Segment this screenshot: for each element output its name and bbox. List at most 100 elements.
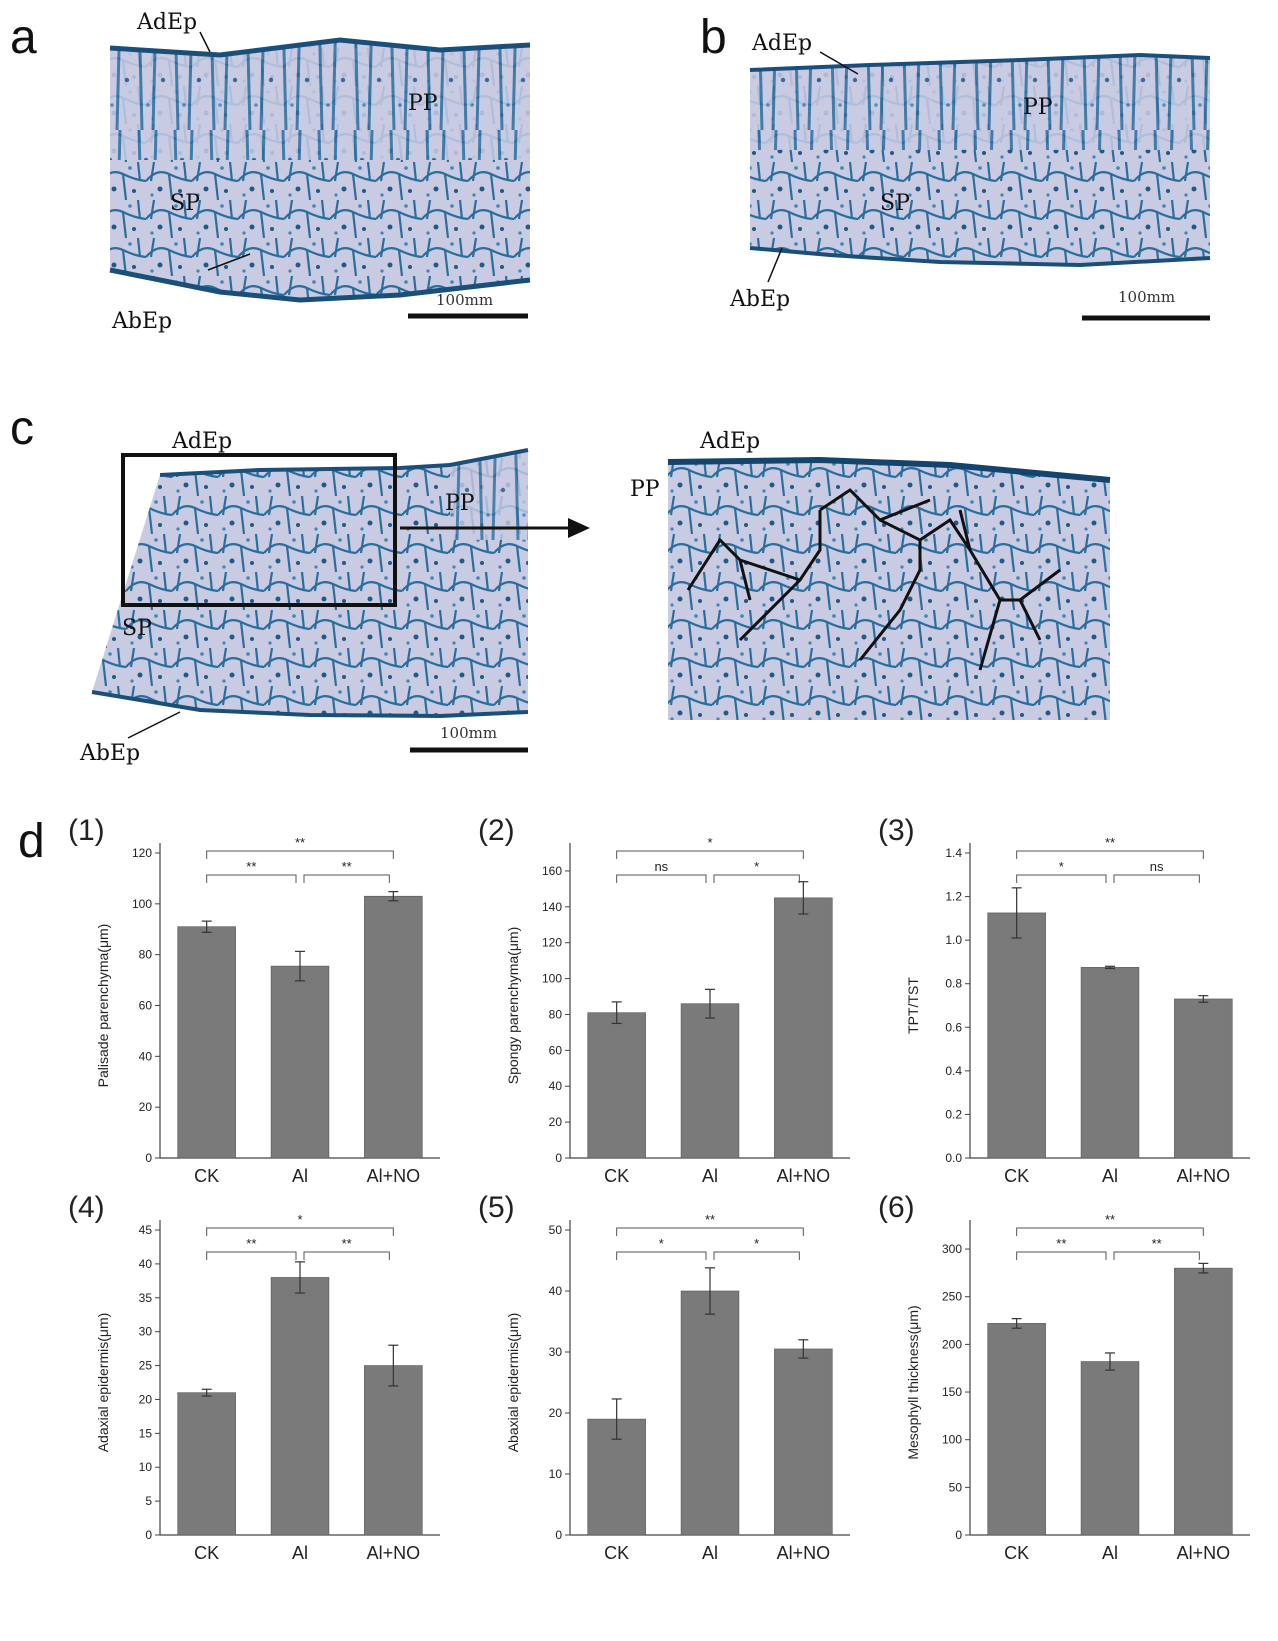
significance-bracket: ** xyxy=(1016,1212,1204,1236)
significance-label: ** xyxy=(246,1236,256,1251)
scale-text-c: 100mm xyxy=(440,724,497,742)
y-tick-label: 10 xyxy=(139,1460,153,1474)
significance-bracket: * xyxy=(713,1236,800,1260)
panel-letter-b: b xyxy=(700,11,727,64)
y-tick-label: 20 xyxy=(139,1100,153,1114)
bar-al-no xyxy=(364,895,423,1159)
y-tick-label: 0.8 xyxy=(945,977,962,991)
category-label: Al+NO xyxy=(1177,1543,1231,1563)
significance-label: ** xyxy=(1105,835,1115,850)
label-adep-b: AdEp xyxy=(751,31,812,56)
bar-ck xyxy=(987,1323,1046,1536)
label-adep-c-zoom: AdEp xyxy=(699,429,760,454)
y-tick-label: 20 xyxy=(549,1406,563,1420)
significance-bracket: ** xyxy=(303,859,390,883)
label-pp-b: PP xyxy=(1023,95,1053,120)
category-label: CK xyxy=(604,1166,629,1186)
category-label: CK xyxy=(194,1543,219,1563)
y-tick-label: 1.4 xyxy=(945,846,962,860)
bar-al xyxy=(270,1277,330,1536)
label-abep-b: AbEp xyxy=(729,287,790,312)
category-label: Al xyxy=(702,1543,718,1563)
bar-ck xyxy=(177,926,236,1159)
chart-index-label: (2) xyxy=(478,814,515,847)
micrograph-c-zoom: AdEp PP xyxy=(630,429,1111,720)
bar-chart-6: (6) 0 50 100 150 200 250 300 Mesophyll thickness… xyxy=(878,1191,1250,1563)
y-tick-label: 40 xyxy=(549,1079,563,1093)
chart-index-label: (3) xyxy=(878,814,915,847)
y-tick-label: 300 xyxy=(942,1242,962,1256)
micrograph-c: AdEp PP SP AbEp 100mm xyxy=(79,429,529,766)
micrograph-b: AdEp PP SP AbEp 100mm xyxy=(729,31,1211,321)
y-tick-label: 0.6 xyxy=(945,1020,962,1034)
significance-label: ** xyxy=(342,859,352,874)
micrograph-a: AdEp PP SP AbEp 100mm xyxy=(109,10,531,334)
significance-bracket: ns xyxy=(616,859,707,883)
category-label: CK xyxy=(194,1166,219,1186)
y-tick-label: 20 xyxy=(549,1115,563,1129)
y-tick-label: 15 xyxy=(139,1426,153,1440)
significance-bracket: * xyxy=(616,1236,707,1260)
bar-al-no xyxy=(1174,998,1233,1159)
significance-label: * xyxy=(754,1236,759,1251)
y-tick-label: 30 xyxy=(549,1345,563,1359)
significance-label: * xyxy=(659,1236,664,1251)
significance-label: ns xyxy=(1150,859,1164,874)
bar-al-no xyxy=(1174,1267,1233,1536)
significance-bracket: ** xyxy=(1016,1236,1107,1260)
significance-label: * xyxy=(707,835,712,850)
y-tick-label: 40 xyxy=(139,1257,153,1271)
panel-letter-a: a xyxy=(10,11,37,64)
significance-bracket: ** xyxy=(1113,1236,1200,1260)
zoom-region-box xyxy=(121,453,397,607)
label-pp-c: PP xyxy=(445,491,475,516)
significance-label: ** xyxy=(1056,1236,1066,1251)
bar-al-no xyxy=(774,897,833,1159)
significance-bracket: ** xyxy=(206,859,297,883)
category-label: Al+NO xyxy=(367,1543,421,1563)
significance-label: ** xyxy=(1152,1236,1162,1251)
y-tick-label: 80 xyxy=(139,948,153,962)
y-tick-label: 0.2 xyxy=(945,1107,962,1121)
category-label: Al xyxy=(702,1166,718,1186)
bar-chart-1: (1) 0 20 40 60 80 100 120 Palisade parenchyma(μm… xyxy=(68,814,440,1186)
y-tick-label: 150 xyxy=(942,1385,962,1399)
significance-label: ** xyxy=(705,1212,715,1227)
y-tick-label: 40 xyxy=(549,1284,563,1298)
bar-ck xyxy=(987,912,1046,1159)
y-axis-label: Adaxial epidermis(μm) xyxy=(95,1313,111,1453)
y-tick-label: 250 xyxy=(942,1290,962,1304)
significance-label: * xyxy=(754,859,759,874)
category-label: Al+NO xyxy=(777,1166,831,1186)
chart-index-label: (4) xyxy=(68,1191,105,1224)
y-tick-label: 50 xyxy=(949,1480,963,1494)
bar-al-no xyxy=(364,1365,423,1536)
significance-bracket: ns xyxy=(1113,859,1200,883)
label-pp-a: PP xyxy=(408,91,438,116)
category-label: Al xyxy=(292,1543,308,1563)
y-tick-label: 140 xyxy=(542,900,562,914)
y-axis-label: Spongy parenchyma(μm) xyxy=(505,927,521,1084)
significance-bracket: ** xyxy=(616,1212,804,1236)
y-tick-label: 35 xyxy=(139,1291,153,1305)
category-label: Al xyxy=(292,1166,308,1186)
y-tick-label: 0 xyxy=(955,1528,962,1542)
significance-bracket: ** xyxy=(206,1236,297,1260)
category-label: Al xyxy=(1102,1166,1118,1186)
y-tick-label: 0.0 xyxy=(945,1151,962,1165)
significance-bracket: ** xyxy=(1016,835,1204,859)
bar-al xyxy=(680,1290,740,1536)
y-tick-label: 100 xyxy=(132,897,152,911)
y-tick-label: 100 xyxy=(942,1433,962,1447)
significance-label: * xyxy=(297,1212,302,1227)
y-tick-label: 20 xyxy=(139,1392,153,1406)
significance-label: ** xyxy=(295,835,305,850)
label-adep-c: AdEp xyxy=(171,429,232,454)
category-label: Al+NO xyxy=(367,1166,421,1186)
y-tick-label: 25 xyxy=(139,1359,153,1373)
y-tick-label: 80 xyxy=(549,1007,563,1021)
chart-index-label: (6) xyxy=(878,1191,915,1224)
panel-letter-d: d xyxy=(18,815,45,868)
y-axis-label: TPT/TST xyxy=(905,977,921,1034)
label-sp-c: SP xyxy=(122,616,152,641)
